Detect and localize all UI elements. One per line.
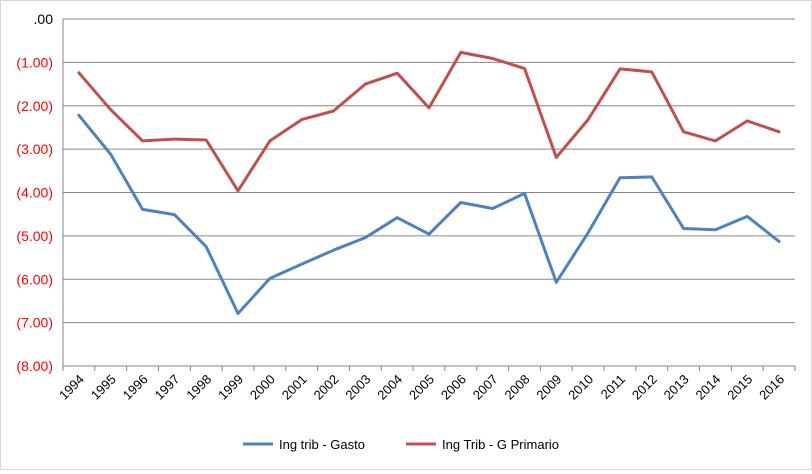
x-tick-label: 1998	[183, 372, 214, 403]
x-tick-label: 2010	[565, 372, 596, 403]
x-tick-label: 2004	[374, 372, 405, 403]
x-tick-label: 2014	[692, 372, 723, 403]
x-tick-label: 2005	[406, 372, 437, 403]
y-tick-label: (6.00)	[16, 271, 53, 287]
x-tick-label: 1996	[120, 372, 151, 403]
x-tick-label: 2013	[661, 372, 692, 403]
y-tick-label: (8.00)	[16, 358, 53, 374]
x-tick-label: 2015	[724, 372, 755, 403]
y-axis-tick-labels: .00 (1.00) (2.00) (3.00) (4.00) (5.00) (6.00) (…	[16, 11, 53, 374]
x-tick-label: 2011	[598, 372, 628, 402]
legend-label: Ing Trib - G Primario	[442, 437, 559, 452]
x-tick-label: 2006	[438, 372, 469, 403]
x-tick-label: 2009	[533, 372, 564, 403]
x-tick-label: 1997	[151, 372, 182, 403]
y-tick-label: (5.00)	[16, 228, 53, 244]
y-tick-label: (3.00)	[16, 141, 53, 157]
x-tick-label: 2007	[470, 372, 501, 403]
x-tick-label: 1999	[215, 372, 246, 403]
x-tick-label: 2016	[756, 372, 787, 403]
legend-label: Ing trib - Gasto	[279, 437, 365, 452]
x-axis	[63, 19, 795, 371]
y-tick-label: (2.00)	[16, 98, 53, 114]
series-line-2	[79, 52, 779, 190]
series-lines	[79, 52, 779, 313]
legend: Ing trib - Gasto Ing Trib - G Primario	[243, 437, 559, 452]
y-tick-label: .00	[34, 11, 54, 27]
y-tick-label: (1.00)	[16, 54, 53, 70]
series-line-1	[79, 115, 779, 313]
y-tick-label: (4.00)	[16, 185, 53, 201]
x-tick-label: 2008	[502, 372, 533, 403]
x-tick-label: 2012	[629, 372, 660, 403]
x-tick-label: 2002	[311, 372, 342, 403]
x-tick-label: 1994	[56, 372, 87, 403]
x-tick-label: 2001	[279, 372, 310, 403]
y-tick-label: (7.00)	[16, 315, 53, 331]
x-tick-label: 2000	[247, 372, 278, 403]
x-tick-label: 1995	[88, 372, 119, 403]
x-tick-label: 2003	[342, 372, 373, 403]
gridlines	[63, 19, 795, 366]
